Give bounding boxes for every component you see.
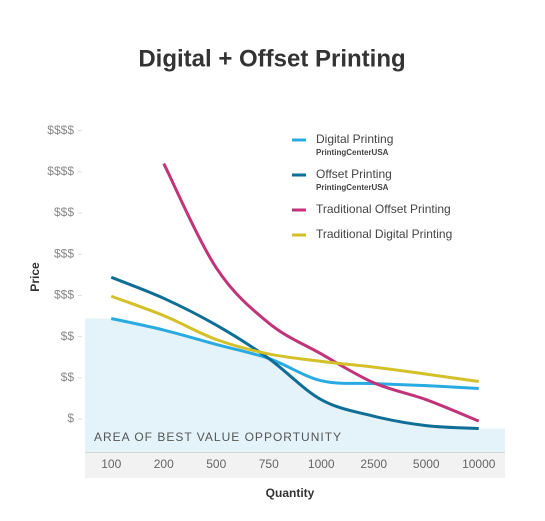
legend-label: Traditional Digital Printing: [316, 227, 452, 241]
x-tick-label: 5000: [413, 457, 440, 471]
best-value-area: [85, 318, 505, 452]
y-tick-label: $$$: [54, 288, 74, 302]
x-axis-label: Quantity: [266, 486, 315, 500]
x-tick-label: 750: [259, 457, 279, 471]
x-tick-label: 2500: [360, 457, 387, 471]
chart-title: Digital + Offset Printing: [138, 45, 405, 72]
x-tick-label: 500: [206, 457, 226, 471]
series-clip: [110, 275, 479, 431]
series-line: [110, 317, 479, 391]
series-line: [110, 275, 479, 431]
y-tick-label: $: [67, 411, 74, 425]
x-axis-band: [85, 452, 505, 478]
y-tick-label: $$$$: [47, 123, 74, 137]
annotation: AREA OF BEST VALUE OPPORTUNITY: [94, 430, 342, 444]
y-tick-label: $$$: [54, 205, 74, 219]
y-axis-label: Price: [28, 262, 42, 292]
series-line: [110, 294, 479, 384]
y-tick-label: $$: [61, 370, 75, 384]
x-tick-label: 10000: [462, 457, 496, 471]
legend-note: PrintingCenterUSA: [316, 183, 389, 192]
series-clip: [110, 317, 479, 391]
y-tick-label: $$$: [54, 246, 74, 260]
y-tick-label: $$$$: [47, 164, 74, 178]
series-line: [162, 162, 480, 423]
legend-label: Traditional Offset Printing: [316, 202, 451, 216]
legend-note: PrintingCenterUSA: [316, 148, 389, 157]
x-tick-label: 1000: [308, 457, 335, 471]
legend-label: Digital Printing: [316, 132, 393, 146]
x-tick-label: 100: [101, 457, 121, 471]
series-clip: [162, 162, 480, 423]
series-clip: [110, 294, 479, 384]
x-tick-label: 200: [154, 457, 174, 471]
y-tick-label: $$: [61, 329, 75, 343]
legend-label: Offset Printing: [316, 167, 392, 181]
